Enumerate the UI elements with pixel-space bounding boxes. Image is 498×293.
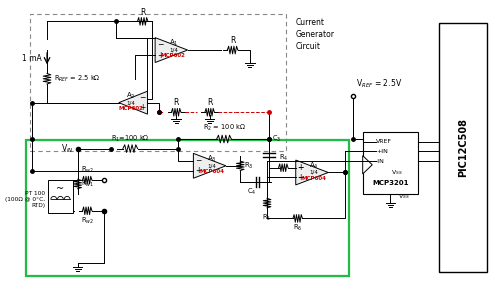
Text: −: − bbox=[195, 156, 201, 165]
Text: −: − bbox=[297, 163, 304, 172]
Text: VREF: VREF bbox=[376, 139, 392, 144]
Bar bbox=[48, 180, 73, 213]
Text: MCP604: MCP604 bbox=[301, 176, 326, 181]
Text: R$_{w2}$: R$_{w2}$ bbox=[81, 216, 94, 226]
Text: +IN: +IN bbox=[376, 149, 388, 154]
Text: MCP604: MCP604 bbox=[199, 169, 224, 174]
Text: PT 100
(100Ω @ 0°C,
RTD): PT 100 (100Ω @ 0°C, RTD) bbox=[5, 190, 45, 208]
Text: 1/4: 1/4 bbox=[169, 47, 178, 52]
Text: A$_2$: A$_2$ bbox=[126, 91, 136, 101]
Text: MCP602: MCP602 bbox=[161, 54, 186, 59]
Text: R: R bbox=[140, 8, 145, 17]
Text: +: + bbox=[297, 163, 304, 172]
Text: −: − bbox=[139, 93, 146, 103]
Polygon shape bbox=[296, 160, 328, 185]
Text: 1/4: 1/4 bbox=[207, 163, 216, 168]
Polygon shape bbox=[119, 91, 147, 114]
Text: A$_1$: A$_1$ bbox=[168, 38, 178, 48]
Text: V$_{IN}$: V$_{IN}$ bbox=[61, 142, 74, 155]
Text: −: − bbox=[297, 173, 304, 182]
Bar bbox=[363, 132, 418, 194]
Text: A$_4$: A$_4$ bbox=[309, 161, 319, 171]
Text: V$_{REF}$ = 2.5V: V$_{REF}$ = 2.5V bbox=[356, 78, 402, 90]
Text: +: + bbox=[195, 166, 201, 175]
Text: ~: ~ bbox=[56, 184, 64, 194]
Text: R$_5$: R$_5$ bbox=[262, 213, 271, 223]
Text: Current
Generator
Circuit: Current Generator Circuit bbox=[296, 18, 335, 51]
Text: 1/4: 1/4 bbox=[127, 100, 135, 105]
Bar bbox=[30, 14, 286, 151]
Text: R$_2$ = 100 kΩ: R$_2$ = 100 kΩ bbox=[203, 123, 246, 133]
Text: -IN: -IN bbox=[376, 159, 385, 163]
Text: R$_{REF}$ = 2.5 kΩ: R$_{REF}$ = 2.5 kΩ bbox=[54, 74, 101, 84]
Text: C$_3$: C$_3$ bbox=[272, 134, 281, 144]
Text: +: + bbox=[297, 173, 304, 182]
Text: MCP602: MCP602 bbox=[119, 106, 143, 111]
Text: 1 mA: 1 mA bbox=[21, 54, 41, 63]
Text: R$_1$=100 kΩ: R$_1$=100 kΩ bbox=[111, 134, 149, 144]
Text: −: − bbox=[157, 41, 163, 50]
Text: +: + bbox=[139, 103, 146, 112]
Text: R: R bbox=[173, 98, 179, 108]
Text: R$_6$: R$_6$ bbox=[293, 223, 302, 234]
Polygon shape bbox=[363, 156, 373, 174]
Text: R$_3$: R$_3$ bbox=[244, 161, 254, 171]
Text: R: R bbox=[230, 36, 235, 45]
Bar bbox=[439, 23, 487, 272]
Text: PIC12C508: PIC12C508 bbox=[458, 118, 468, 177]
Text: 1/4: 1/4 bbox=[309, 170, 318, 175]
Text: R$_4$: R$_4$ bbox=[278, 153, 288, 163]
Text: MCP3201: MCP3201 bbox=[372, 180, 409, 186]
Text: R$_{w2}$: R$_{w2}$ bbox=[81, 165, 94, 176]
Text: A$_3$: A$_3$ bbox=[207, 154, 216, 164]
Text: R: R bbox=[207, 98, 212, 108]
Text: R$_{w1}$: R$_{w1}$ bbox=[82, 179, 95, 189]
Bar bbox=[26, 140, 349, 276]
Text: V$_{SS}$: V$_{SS}$ bbox=[391, 168, 403, 177]
Text: V$_{SS}$: V$_{SS}$ bbox=[398, 192, 410, 201]
Text: C$_4$: C$_4$ bbox=[247, 187, 256, 197]
Polygon shape bbox=[155, 38, 188, 62]
Polygon shape bbox=[193, 153, 226, 178]
Text: +: + bbox=[157, 50, 163, 59]
